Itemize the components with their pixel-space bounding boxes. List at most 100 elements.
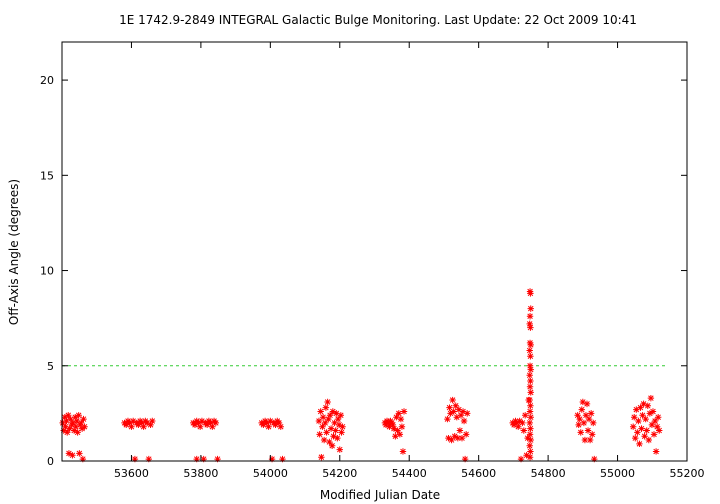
data-point bbox=[652, 448, 660, 455]
data-point bbox=[322, 404, 330, 411]
data-point bbox=[320, 436, 328, 444]
data-point bbox=[579, 398, 587, 406]
data-point bbox=[651, 417, 659, 425]
data-point bbox=[642, 415, 649, 423]
data-point bbox=[461, 455, 469, 463]
data-point bbox=[510, 421, 518, 429]
data-point bbox=[527, 448, 534, 455]
data-point bbox=[634, 429, 641, 436]
data-point bbox=[639, 412, 646, 419]
data-point bbox=[516, 417, 523, 425]
data-point bbox=[76, 450, 83, 457]
data-point bbox=[319, 423, 326, 430]
plot-area-frame bbox=[61, 41, 688, 462]
data-point bbox=[323, 429, 330, 436]
data-point bbox=[583, 400, 591, 408]
data-point bbox=[582, 412, 590, 419]
data-point bbox=[446, 404, 453, 411]
data-point bbox=[638, 425, 645, 432]
data-points-layer bbox=[59, 288, 663, 463]
data-point bbox=[195, 419, 202, 427]
chart-title: 1E 1742.9-2849 INTEGRAL Galactic Bulge M… bbox=[119, 13, 637, 27]
x-tick-label: 54800 bbox=[531, 467, 566, 480]
data-point bbox=[451, 433, 458, 440]
data-point bbox=[527, 290, 534, 297]
x-tick-label: 54600 bbox=[461, 467, 496, 480]
x-tick-label: 55200 bbox=[670, 467, 705, 480]
data-point bbox=[275, 419, 283, 427]
data-point bbox=[457, 412, 465, 419]
data-point bbox=[330, 433, 337, 440]
data-point bbox=[397, 415, 405, 423]
data-point bbox=[445, 434, 452, 442]
data-point bbox=[260, 421, 267, 429]
data-point bbox=[131, 455, 139, 463]
data-point bbox=[198, 417, 206, 425]
data-point bbox=[61, 413, 68, 421]
data-point bbox=[526, 339, 534, 347]
data-point bbox=[450, 408, 457, 415]
data-point bbox=[587, 410, 595, 417]
data-point bbox=[318, 453, 325, 461]
data-point bbox=[646, 410, 654, 417]
data-point bbox=[129, 417, 137, 425]
data-point bbox=[389, 421, 397, 429]
data-point bbox=[390, 425, 398, 432]
data-point bbox=[193, 455, 200, 463]
data-point bbox=[585, 415, 593, 423]
data-point bbox=[396, 431, 404, 438]
data-point bbox=[647, 394, 655, 402]
data-point bbox=[79, 455, 87, 463]
data-point bbox=[393, 413, 400, 421]
data-point bbox=[209, 423, 216, 430]
y-tick-label: 0 bbox=[47, 455, 54, 468]
data-point bbox=[526, 419, 533, 427]
data-point bbox=[524, 434, 531, 442]
data-point bbox=[527, 324, 534, 331]
data-point bbox=[632, 434, 639, 442]
x-tick-label: 55000 bbox=[600, 467, 635, 480]
data-point bbox=[196, 423, 204, 430]
data-point bbox=[460, 417, 468, 425]
data-point bbox=[147, 421, 154, 429]
data-point bbox=[76, 421, 84, 429]
data-point bbox=[517, 455, 525, 463]
data-point bbox=[643, 427, 650, 434]
data-point bbox=[315, 417, 323, 425]
data-point bbox=[65, 412, 72, 419]
data-point bbox=[145, 455, 153, 463]
data-point bbox=[333, 410, 340, 417]
data-point bbox=[337, 412, 345, 419]
data-point bbox=[456, 427, 464, 434]
data-point bbox=[515, 423, 522, 430]
data-point bbox=[149, 417, 156, 425]
data-point bbox=[80, 415, 87, 423]
data-point bbox=[65, 450, 73, 457]
data-point bbox=[591, 455, 598, 463]
data-point bbox=[60, 427, 67, 434]
data-point bbox=[328, 442, 336, 449]
data-point bbox=[265, 423, 272, 430]
data-point bbox=[631, 413, 638, 421]
data-point bbox=[640, 400, 647, 408]
data-point bbox=[398, 423, 406, 430]
y-tick-label: 15 bbox=[40, 169, 54, 182]
data-point bbox=[462, 431, 470, 438]
data-point bbox=[584, 427, 592, 434]
data-point bbox=[586, 436, 594, 444]
data-point bbox=[589, 431, 596, 438]
data-point bbox=[526, 442, 533, 449]
data-point bbox=[526, 362, 534, 369]
axis-ticks-layer: 53600 53800 54000 54200 54400 54600 54800 55000… bbox=[40, 42, 705, 480]
data-point bbox=[648, 421, 656, 429]
data-point bbox=[71, 413, 79, 421]
data-point bbox=[72, 423, 80, 430]
data-point bbox=[267, 417, 274, 425]
data-point bbox=[458, 434, 466, 442]
data-point bbox=[527, 366, 534, 373]
data-point bbox=[526, 453, 534, 461]
data-point bbox=[339, 423, 346, 430]
data-point bbox=[392, 433, 399, 440]
y-tick-label: 10 bbox=[40, 265, 54, 278]
data-point bbox=[527, 377, 534, 385]
